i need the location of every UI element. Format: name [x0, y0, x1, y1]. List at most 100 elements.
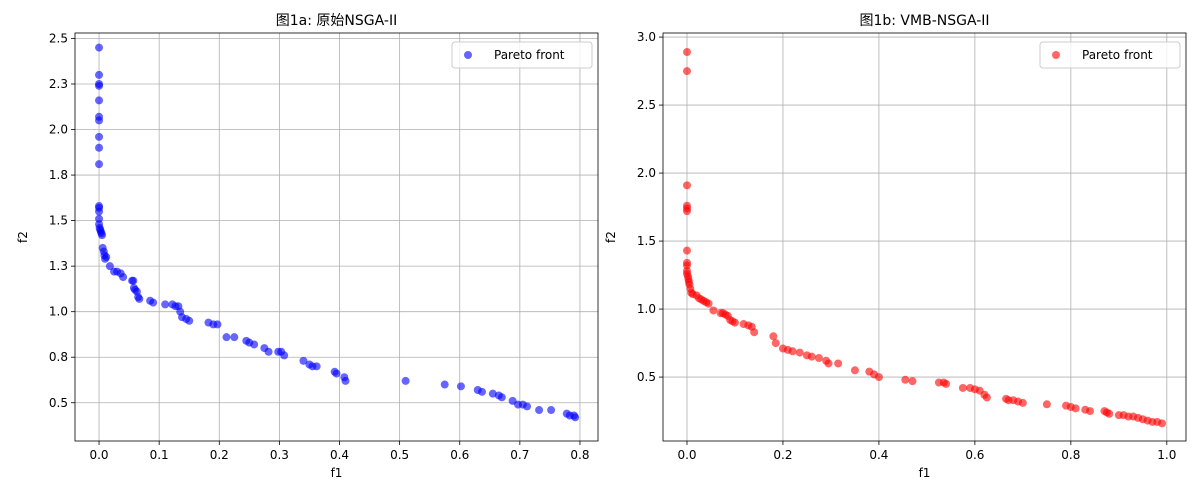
x-tick-label: 0.3 — [270, 448, 289, 462]
data-point — [102, 253, 111, 262]
data-point — [149, 298, 158, 307]
data-point — [788, 347, 797, 356]
data-point — [850, 366, 859, 375]
data-point — [750, 328, 759, 337]
data-point — [682, 207, 691, 216]
y-tick-label: 1.3 — [49, 259, 68, 273]
data-point — [95, 96, 104, 105]
y-tick-label: 1.0 — [49, 305, 68, 319]
data-point — [161, 300, 170, 309]
x-tick-label: 0.0 — [89, 448, 108, 462]
data-point — [230, 333, 239, 342]
chart-title: 图1a: 原始NSGA-II — [276, 13, 397, 29]
axes-frame — [74, 32, 599, 442]
data-point — [571, 413, 580, 422]
data-point — [1042, 400, 1051, 409]
data-point — [547, 406, 556, 415]
data-point — [185, 316, 194, 325]
data-point — [98, 231, 107, 240]
data-point — [95, 143, 104, 152]
data-point — [523, 402, 532, 411]
x-axis-label: f1 — [331, 466, 343, 480]
series-points — [95, 43, 580, 422]
data-point — [95, 214, 104, 223]
legend-label: Pareto front — [494, 48, 565, 62]
x-axis-label: f1 — [919, 466, 931, 480]
data-point — [982, 393, 991, 402]
legend: Pareto front — [1039, 41, 1181, 69]
legend-box — [1039, 41, 1181, 69]
data-point — [769, 332, 778, 341]
x-tick-label: 0.6 — [450, 448, 469, 462]
chart-title: 图1b: VMB-NSGA-II — [859, 13, 989, 29]
data-point — [401, 376, 410, 385]
data-point — [456, 382, 465, 391]
y-tick-label: 0.5 — [637, 370, 656, 384]
y-tick-label: 2.5 — [49, 31, 68, 45]
x-tick-label: 1.0 — [1157, 448, 1176, 462]
data-point — [95, 160, 104, 169]
x-tick-label: 0.2 — [210, 448, 229, 462]
data-point — [1018, 398, 1027, 407]
y-tick-label: 2.3 — [49, 77, 68, 91]
x-tick-label: 0.1 — [150, 448, 169, 462]
y-tick-label: 2.0 — [637, 166, 656, 180]
y-tick-label: 2.0 — [49, 123, 68, 137]
y-tick-label: 1.8 — [49, 168, 68, 182]
data-point — [299, 356, 308, 365]
data-point — [95, 116, 104, 125]
data-point — [213, 320, 222, 329]
y-tick-label: 3.0 — [637, 30, 656, 44]
data-point — [730, 318, 739, 327]
data-point — [95, 132, 104, 141]
data-point — [795, 348, 804, 357]
x-tick-label: 0.8 — [570, 448, 589, 462]
x-tick-label: 0.7 — [510, 448, 529, 462]
data-point — [488, 389, 497, 398]
data-point — [709, 306, 718, 315]
y-tick-label: 1.5 — [49, 214, 68, 228]
data-point — [95, 43, 104, 52]
data-point — [1105, 409, 1114, 418]
axes-frame — [662, 32, 1187, 442]
y-axis-label: f2 — [16, 231, 30, 243]
data-point — [129, 276, 138, 285]
x-tick-label: 0.2 — [773, 448, 792, 462]
data-point — [440, 380, 449, 389]
y-tick-label: 2.5 — [637, 98, 656, 112]
x-tick-label: 0.4 — [330, 448, 349, 462]
data-point — [771, 339, 780, 348]
data-point — [1158, 419, 1167, 428]
y-tick-label: 1.0 — [637, 302, 656, 316]
data-point — [942, 379, 951, 388]
data-point — [682, 48, 691, 57]
data-point — [95, 207, 104, 216]
data-point — [264, 347, 273, 356]
chart-panel-1: 0.0 0.1 0.2 0.3 0.4 0.5 0.6 0.7 0.8 0.5 0.8 1.0 1.3 1… — [16, 13, 599, 480]
legend-label: Pareto front — [1082, 48, 1153, 62]
legend-marker — [464, 51, 472, 59]
data-point — [119, 273, 128, 282]
data-point — [1086, 407, 1095, 416]
data-point — [874, 373, 883, 382]
data-point — [250, 340, 259, 349]
y-tick-label: 0.5 — [49, 396, 68, 410]
data-point — [312, 362, 321, 371]
data-point — [95, 70, 104, 79]
x-tick-label: 0.6 — [965, 448, 984, 462]
data-point — [497, 393, 506, 402]
data-point — [834, 359, 843, 368]
data-point — [901, 375, 910, 384]
series-points — [682, 48, 1167, 428]
data-point — [682, 246, 691, 255]
y-tick-label: 0.8 — [49, 350, 68, 364]
data-point — [958, 383, 967, 392]
data-point — [332, 369, 341, 378]
data-point — [814, 354, 823, 363]
x-tick-label: 0.8 — [1061, 448, 1080, 462]
legend-marker — [1052, 51, 1060, 59]
data-point — [222, 333, 231, 342]
data-point — [682, 181, 691, 190]
legend-box — [451, 41, 593, 69]
